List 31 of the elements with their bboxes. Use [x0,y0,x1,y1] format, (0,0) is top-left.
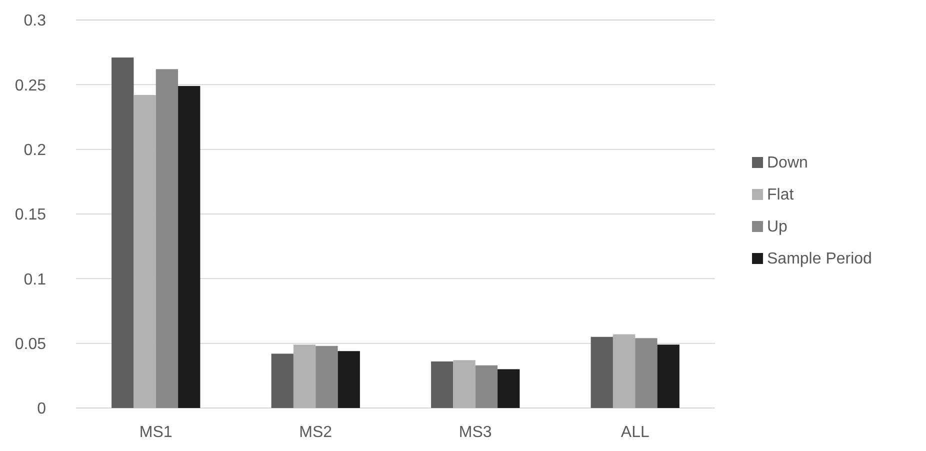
y-tick-label: 0.2 [24,142,46,159]
bar [293,344,316,408]
legend-label: Flat [767,186,794,204]
bar [431,361,454,408]
bar [156,69,178,408]
y-tick-label: 0.05 [14,336,46,353]
y-tick-label: 0.1 [24,271,46,288]
y-tick-label: 0.25 [14,77,46,94]
bar [475,365,498,408]
x-tick-label: MS2 [299,424,332,441]
bar [134,95,156,408]
y-tick-label: 0 [37,400,46,418]
bar [612,334,636,408]
y-tick-label: 0.3 [24,12,46,30]
x-tick-label: MS3 [458,424,492,441]
bar [271,354,294,408]
bar [338,351,360,408]
bar [657,344,680,408]
x-tick-label: ALL [620,424,650,441]
bar [112,58,134,408]
legend-label: Down [767,154,808,172]
bar [498,369,520,408]
bar [316,346,338,408]
legend-label: Sample Period [767,250,872,268]
y-tick-label: 0.15 [14,206,46,224]
bar [178,86,200,408]
bar [635,338,658,408]
bar [590,336,613,408]
x-tick-label: MS1 [139,424,172,441]
bar [453,360,476,408]
legend-label: Up [767,218,788,236]
